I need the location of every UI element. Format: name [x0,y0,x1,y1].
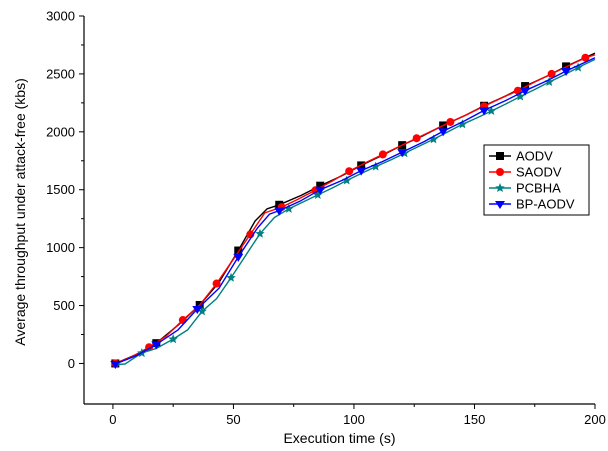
data-point-aodv [521,82,530,91]
legend-marker [495,201,505,209]
data-point-pcbha [457,119,468,129]
data-point-pcbha [197,306,207,316]
y-tick-label: 500 [53,298,75,313]
x-tick-label: 50 [226,412,240,427]
data-point-pcbha [515,91,526,101]
x-tick-label: 200 [584,412,606,427]
data-point-bp-aodv [479,107,490,116]
data-point-bp-aodv [520,87,531,96]
y-tick-label: 1000 [46,240,75,255]
data-point-bp-aodv [192,306,203,315]
data-point-bp-aodv [356,167,367,176]
data-point-bp-aodv [315,186,326,195]
data-point-bp-aodv [110,361,121,370]
series-bp-aodv [110,57,596,370]
data-point-bp-aodv [233,253,244,262]
legend-label: BP-AODV [516,197,575,212]
data-point-aodv [234,246,243,255]
legend-marker [496,152,504,160]
data-point-pcbha [486,105,497,116]
x-tick-label: 150 [464,412,486,427]
data-point-bp-aodv [274,207,285,216]
data-point-pcbha [370,161,381,171]
data-point-pcbha [284,203,294,213]
data-point-saodv [212,279,221,288]
data-point-bp-aodv [438,128,449,137]
y-tick-label: 2500 [46,66,75,81]
y-tick-label: 1500 [46,182,75,197]
data-point-saodv [547,69,556,78]
data-point-pcbha [255,228,265,238]
x-tick-label: 0 [109,412,116,427]
data-point-pcbha [226,272,236,282]
series-layer [110,52,596,370]
legend-item-saodv: SAODV [489,165,562,180]
data-point-saodv [178,316,187,325]
data-point-pcbha [573,62,583,72]
data-point-bp-aodv [151,341,162,350]
legend-marker [496,168,504,176]
legend-item-aodv: AODV [489,149,553,164]
data-point-pcbha [313,189,323,199]
data-point-bp-aodv [397,149,408,158]
legend-label: SAODV [516,165,562,180]
legend-item-bp-aodv: BP-AODV [489,197,575,212]
data-point-pcbha [341,175,352,185]
legend-label: AODV [516,149,553,164]
data-point-saodv [581,53,590,62]
y-tick-label: 2000 [46,124,75,139]
legend-label: PCBHA [516,181,561,196]
data-point-aodv [316,181,325,190]
legend-marker [495,183,505,193]
y-tick-label: 0 [68,356,75,371]
data-point-bp-aodv [561,68,572,77]
data-point-pcbha [544,77,554,87]
data-point-saodv [378,150,387,159]
data-point-saodv [446,117,455,126]
series-line-pcbha [115,58,596,366]
y-tick-label: 3000 [46,9,75,24]
y-axis-title: Average throughput under attack-free (kb… [12,78,28,345]
data-point-saodv [345,167,354,176]
x-tick-label: 100 [343,412,365,427]
legend-item-pcbha: PCBHA [489,181,561,196]
data-point-pcbha [168,334,178,344]
data-point-saodv [412,134,421,143]
data-point-pcbha [428,134,439,144]
plot-frame [83,16,595,405]
x-axis-title: Execution time (s) [283,430,395,446]
